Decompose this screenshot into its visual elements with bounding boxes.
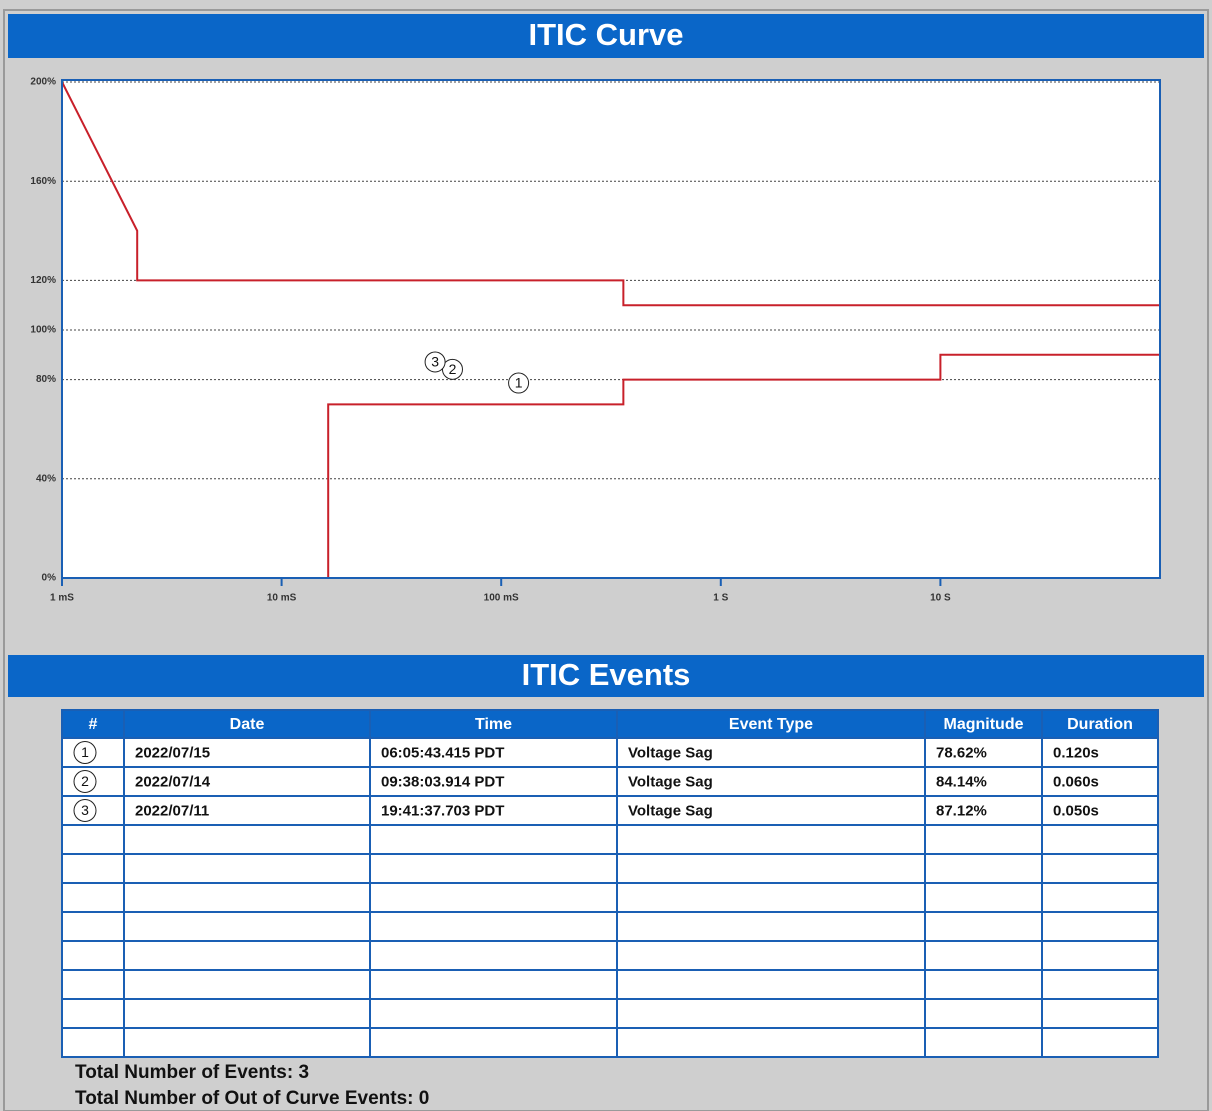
- table-cell: 87.12%: [936, 802, 987, 819]
- table-cell: 09:38:03.914 PDT: [381, 773, 504, 790]
- events-title: ITIC Events: [522, 657, 691, 692]
- total-out-of-curve: Total Number of Out of Curve Events: 0: [75, 1088, 429, 1109]
- y-tick-label: 0%: [42, 573, 57, 584]
- row-number: 1: [81, 744, 89, 760]
- column-header: Time: [475, 716, 512, 733]
- row-number-circle: [73, 741, 97, 764]
- table-cell: 2022/07/14: [135, 773, 211, 790]
- table-cell: 0.050s: [1053, 802, 1099, 819]
- table-border: [61, 709, 1159, 1058]
- x-tick-label: 100 mS: [484, 593, 519, 604]
- event-marker-label: 3: [431, 354, 439, 370]
- chart-title: ITIC Curve: [528, 17, 683, 52]
- events-table: # Date Time Event Type Magnitude Duration 1 202…: [61, 709, 1159, 1058]
- y-tick-label: 160%: [30, 176, 56, 187]
- panel-border: [3, 9, 1209, 1111]
- x-tick-label: 10 S: [930, 593, 951, 604]
- x-tick-label: 1 mS: [50, 593, 74, 604]
- x-tick-label: 1 S: [713, 593, 728, 604]
- table-cell: Voltage Sag: [628, 744, 713, 761]
- table-cell: 0.120s: [1053, 744, 1099, 761]
- column-header: Date: [230, 716, 265, 733]
- table-cell: 84.14%: [936, 773, 987, 790]
- total-events: Total Number of Events: 3: [75, 1062, 309, 1083]
- column-header: Magnitude: [944, 716, 1024, 733]
- table-cell: 2022/07/11: [135, 802, 209, 819]
- event-marker: [424, 351, 446, 373]
- table-cell: Voltage Sag: [628, 802, 713, 819]
- table-cell: 06:05:43.415 PDT: [381, 744, 504, 761]
- table-cell: 0.060s: [1053, 773, 1099, 790]
- y-tick-label: 200%: [30, 77, 56, 88]
- column-header: #: [89, 716, 98, 733]
- header-bar: [8, 655, 1204, 697]
- row-number: 3: [81, 802, 89, 818]
- row-number-circle: [73, 770, 97, 793]
- table-cell: Voltage Sag: [628, 773, 713, 790]
- y-tick-label: 80%: [36, 374, 56, 385]
- plot-area: [62, 80, 1160, 578]
- row-number: 2: [81, 773, 89, 789]
- itic-curve: [61, 81, 1160, 307]
- x-tick-label: 10 mS: [267, 593, 297, 604]
- event-marker-label: 2: [449, 361, 457, 377]
- plot-border: [61, 79, 1161, 579]
- table-header: [62, 710, 1158, 738]
- chart-layer: 0% 40% 80% 100% 120% 160% 200% 1 mS 10 mS 100 mS 1…: [30, 77, 1160, 604]
- event-marker-label: 1: [515, 375, 523, 391]
- y-tick-label: 100%: [30, 325, 56, 336]
- table-cell: 19:41:37.703 PDT: [381, 802, 504, 819]
- column-header: Event Type: [729, 716, 813, 733]
- event-marker: [508, 372, 530, 394]
- y-tick-label: 120%: [30, 275, 56, 286]
- header-bar: [8, 14, 1204, 58]
- table-cell: 78.62%: [936, 744, 987, 761]
- itic-curve: [327, 353, 1160, 578]
- table-body: [62, 738, 1158, 1057]
- table-cell: 2022/07/15: [135, 744, 210, 761]
- row-number-circle: [73, 799, 97, 822]
- column-header: Duration: [1067, 716, 1133, 733]
- y-tick-label: 40%: [36, 473, 56, 484]
